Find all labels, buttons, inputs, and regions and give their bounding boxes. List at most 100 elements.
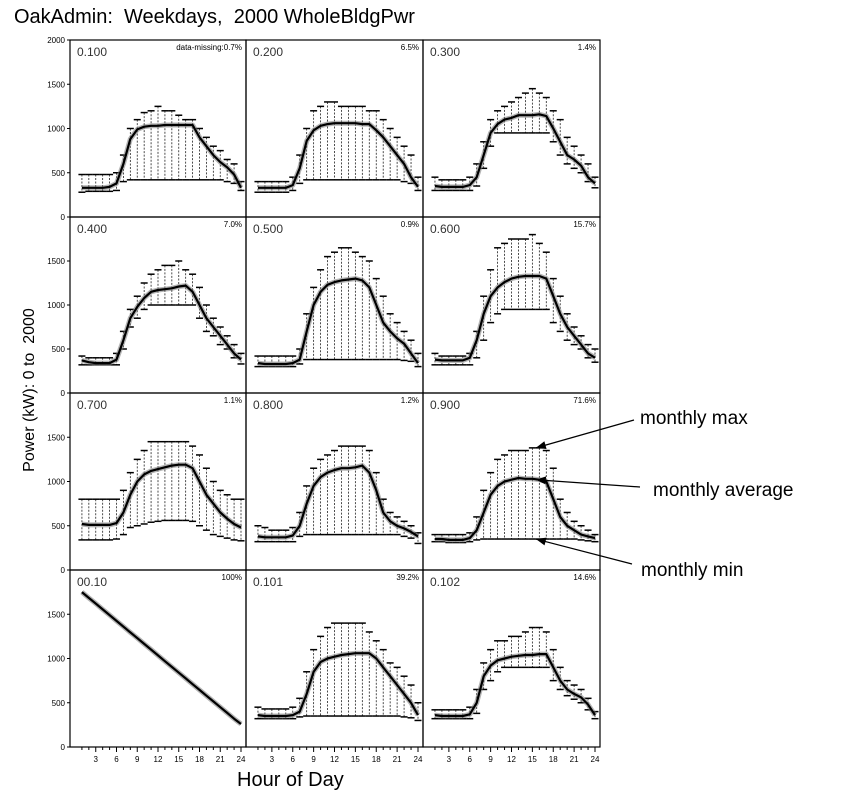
missing-label-1: 6.5% — [401, 43, 419, 52]
legend-arrowhead-2 — [535, 537, 547, 546]
y-tick-label: 500 — [52, 522, 66, 531]
panel-label-5: 0.600 — [430, 222, 460, 236]
x-tick-label: 6 — [114, 755, 119, 764]
missing-label-6: 1.1% — [224, 396, 242, 405]
missing-label-4: 0.9% — [401, 220, 419, 229]
y-tick-label: 500 — [52, 699, 66, 708]
x-tick-label: 15 — [528, 755, 537, 764]
legend-label-max: monthly max — [640, 408, 748, 429]
x-tick-label: 9 — [488, 755, 493, 764]
panel-label-8: 0.900 — [430, 398, 460, 412]
x-tick-label: 12 — [330, 755, 339, 764]
average-line-0 — [81, 123, 242, 189]
x-tick-label: 24 — [237, 755, 246, 764]
average-band-5 — [434, 273, 597, 363]
average-band-10 — [257, 650, 421, 719]
legend-arrow-1 — [535, 479, 641, 488]
y-tick-label: 0 — [61, 213, 66, 222]
panel-label-10: 0.101 — [253, 575, 283, 589]
panel-label-0: 0.100 — [77, 45, 107, 59]
x-tick-label: 24 — [591, 755, 600, 764]
average-line-2 — [434, 113, 596, 188]
panel-label-1: 0.200 — [253, 45, 283, 59]
y-tick-label: 0 — [61, 743, 66, 752]
average-line-9 — [81, 591, 242, 725]
missing-label-2: 1.4% — [578, 43, 596, 52]
missing-label-10: 39.2% — [396, 573, 419, 582]
x-tick-label: 3 — [447, 755, 452, 764]
x-tick-label: 3 — [270, 755, 275, 764]
panel-frame-1 — [245, 39, 424, 218]
y-tick-label: 2000 — [47, 36, 65, 45]
panel-label-4: 0.500 — [253, 222, 283, 236]
missing-label-7: 1.2% — [401, 396, 419, 405]
x-tick-label: 18 — [195, 755, 204, 764]
x-tick-label: 12 — [507, 755, 516, 764]
panel-label-6: 0.700 — [77, 398, 107, 412]
panel-label-7: 0.800 — [253, 398, 283, 412]
y-tick-label: 1000 — [47, 125, 65, 134]
panel-frame-7 — [245, 392, 424, 571]
y-tick-label: 500 — [52, 345, 66, 354]
x-tick-label: 18 — [549, 755, 558, 764]
x-tick-label: 15 — [351, 755, 360, 764]
y-tick-label: 1000 — [47, 478, 65, 487]
legend-label-min: monthly min — [641, 560, 744, 581]
average-band-6 — [81, 462, 243, 530]
average-band-1 — [258, 120, 421, 191]
x-tick-label: 21 — [216, 755, 225, 764]
average-line-8 — [435, 476, 596, 542]
x-tick-label: 6 — [468, 755, 473, 764]
missing-label-5: 15.7% — [573, 220, 596, 229]
average-line-3 — [81, 284, 242, 365]
legend-arrowhead-0 — [535, 441, 547, 449]
average-line-6 — [81, 463, 242, 529]
x-tick-label: 9 — [311, 755, 316, 764]
panel-label-11: 0.102 — [430, 575, 460, 589]
average-band-0 — [81, 122, 244, 191]
x-tick-label: 18 — [372, 755, 381, 764]
x-tick-label: 15 — [174, 755, 183, 764]
x-tick-label: 24 — [414, 755, 423, 764]
missing-label-8: 71.6% — [573, 396, 596, 405]
average-band-2 — [434, 111, 597, 190]
y-tick-label: 1500 — [47, 257, 65, 266]
average-line-7 — [257, 464, 419, 539]
legend-arrow-2 — [535, 538, 633, 565]
y-tick-label: 500 — [52, 169, 66, 178]
average-band-7 — [257, 463, 420, 540]
panel-label-9: 00.10 — [77, 575, 107, 589]
missing-label-0: data-missing:0.7% — [176, 43, 242, 52]
panel-label-2: 0.300 — [430, 45, 460, 59]
y-tick-label: 0 — [61, 389, 66, 398]
average-band-3 — [81, 283, 243, 366]
average-line-1 — [258, 122, 419, 189]
x-tick-label: 3 — [94, 755, 99, 764]
y-tick-label: 1000 — [47, 301, 65, 310]
average-line-5 — [434, 274, 596, 362]
panel-grid: 0.100 data-missing:0.7%05001000150020000.… — [47, 36, 601, 764]
average-band-4 — [257, 276, 421, 367]
legend-annotations — [535, 419, 641, 565]
y-tick-label: 1000 — [47, 655, 65, 664]
panel-label-3: 0.400 — [77, 222, 107, 236]
x-tick-label: 6 — [291, 755, 296, 764]
y-tick-label: 1500 — [47, 433, 65, 442]
missing-label-11: 14.6% — [573, 573, 596, 582]
x-tick-label: 21 — [570, 755, 579, 764]
missing-label-9: 100% — [222, 573, 242, 582]
average-line-11 — [434, 652, 596, 718]
missing-label-3: 7.0% — [224, 220, 242, 229]
x-tick-label: 21 — [393, 755, 402, 764]
legend-arrowhead-1 — [535, 476, 547, 485]
average-line-10 — [257, 652, 419, 718]
legend-label-average: monthly average — [653, 480, 794, 501]
average-line-4 — [257, 277, 419, 366]
average-band-8 — [435, 475, 596, 543]
x-tick-label: 12 — [154, 755, 163, 764]
y-tick-label: 1500 — [47, 610, 65, 619]
y-tick-label: 0 — [61, 566, 66, 575]
legend-arrow-0 — [535, 419, 635, 449]
y-tick-label: 1500 — [47, 80, 65, 89]
